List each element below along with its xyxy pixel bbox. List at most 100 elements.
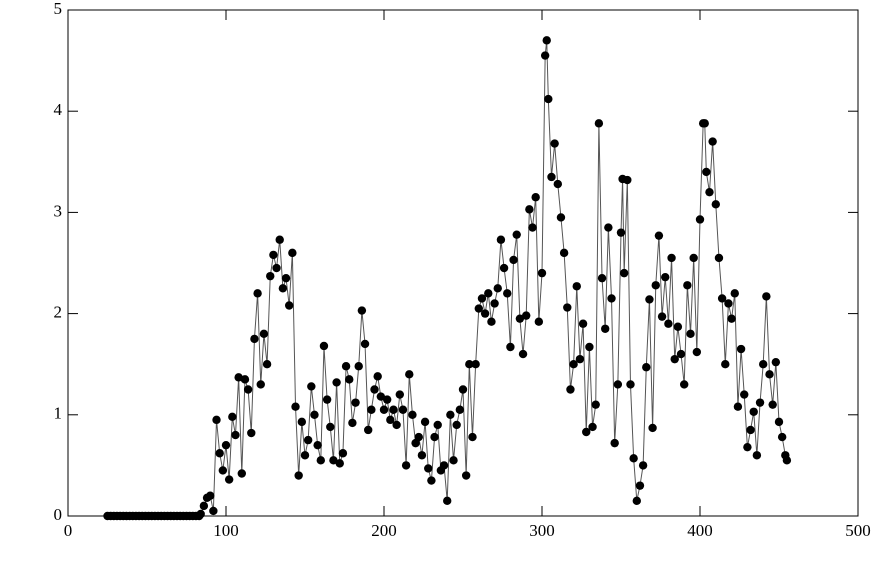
point bbox=[480, 309, 490, 318]
point bbox=[518, 349, 528, 359]
point bbox=[449, 456, 458, 465]
point bbox=[515, 314, 525, 323]
point bbox=[635, 481, 645, 490]
point bbox=[212, 415, 221, 425]
x-tick-label: 500 bbox=[845, 521, 871, 540]
point bbox=[506, 342, 515, 352]
point bbox=[743, 442, 752, 452]
point bbox=[196, 509, 205, 519]
point bbox=[616, 228, 626, 237]
point bbox=[752, 451, 762, 460]
point bbox=[638, 461, 648, 470]
point bbox=[275, 235, 284, 244]
point bbox=[234, 373, 243, 382]
point bbox=[654, 231, 664, 240]
point bbox=[619, 268, 629, 278]
point bbox=[490, 299, 499, 308]
plot-frame bbox=[67, 9, 859, 517]
point bbox=[300, 451, 310, 460]
point bbox=[424, 464, 433, 473]
point bbox=[278, 284, 288, 293]
point bbox=[736, 344, 746, 354]
point bbox=[673, 322, 683, 331]
point bbox=[465, 360, 474, 369]
series-line bbox=[107, 40, 788, 517]
point bbox=[686, 329, 695, 339]
point bbox=[477, 294, 487, 303]
y-tick-label: 0 bbox=[54, 505, 63, 524]
point bbox=[291, 402, 300, 411]
point bbox=[727, 314, 736, 323]
point bbox=[341, 362, 351, 371]
point bbox=[221, 440, 231, 450]
point bbox=[657, 312, 667, 321]
point bbox=[398, 405, 408, 414]
point bbox=[509, 255, 518, 265]
point bbox=[661, 272, 670, 282]
x-tick-label: 300 bbox=[529, 521, 555, 540]
point bbox=[471, 360, 480, 369]
point bbox=[376, 392, 386, 401]
point bbox=[762, 292, 771, 301]
point bbox=[740, 390, 749, 399]
point bbox=[597, 273, 607, 283]
point bbox=[768, 400, 777, 409]
point bbox=[458, 385, 468, 394]
point bbox=[582, 427, 591, 437]
point bbox=[316, 456, 325, 465]
point bbox=[759, 360, 768, 369]
point bbox=[262, 360, 272, 369]
point bbox=[782, 456, 792, 465]
point bbox=[695, 215, 705, 224]
point bbox=[496, 235, 506, 244]
point bbox=[607, 294, 616, 303]
point bbox=[487, 317, 496, 326]
point bbox=[307, 382, 316, 391]
point bbox=[237, 469, 246, 478]
point bbox=[702, 167, 711, 177]
point bbox=[680, 380, 689, 389]
point bbox=[540, 51, 550, 60]
point bbox=[348, 418, 357, 428]
point bbox=[285, 301, 294, 310]
point bbox=[503, 289, 512, 298]
point bbox=[389, 405, 398, 414]
y-tick-label: 5 bbox=[54, 0, 63, 18]
point bbox=[395, 390, 404, 399]
point bbox=[542, 36, 551, 45]
point bbox=[578, 319, 588, 328]
point bbox=[771, 357, 781, 367]
point bbox=[553, 179, 562, 189]
x-tick-label: 0 bbox=[64, 521, 73, 540]
y-tick-label: 4 bbox=[54, 100, 63, 119]
point bbox=[512, 230, 521, 239]
point bbox=[338, 449, 348, 458]
point bbox=[531, 193, 540, 202]
point bbox=[452, 420, 461, 430]
point bbox=[253, 289, 262, 298]
point bbox=[563, 303, 572, 312]
point bbox=[601, 324, 610, 333]
point bbox=[322, 395, 332, 404]
point bbox=[645, 295, 654, 304]
point bbox=[591, 400, 600, 409]
point bbox=[749, 407, 758, 416]
point bbox=[313, 440, 322, 450]
point bbox=[351, 398, 360, 407]
point bbox=[642, 363, 651, 372]
point bbox=[364, 425, 373, 435]
point bbox=[559, 248, 569, 258]
point bbox=[294, 471, 303, 480]
point bbox=[269, 250, 278, 260]
point bbox=[534, 317, 544, 326]
x-tick-label: 200 bbox=[371, 521, 397, 540]
point bbox=[367, 405, 376, 414]
point bbox=[575, 354, 585, 364]
point bbox=[556, 213, 566, 222]
point bbox=[370, 385, 379, 394]
point bbox=[360, 339, 370, 349]
point bbox=[427, 476, 436, 485]
point bbox=[676, 349, 686, 359]
point bbox=[522, 311, 531, 320]
